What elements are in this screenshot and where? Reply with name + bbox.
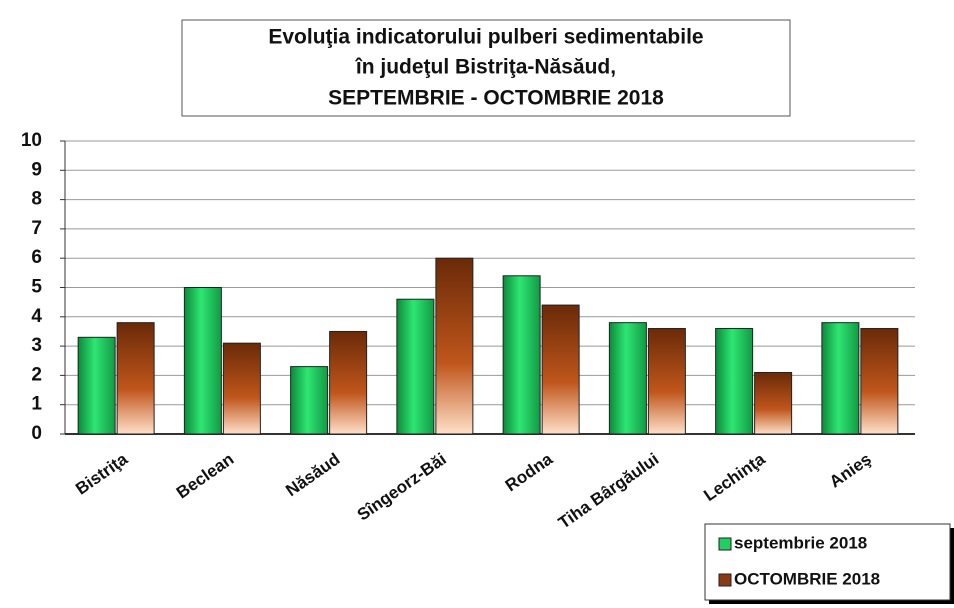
bar xyxy=(860,328,899,435)
bar xyxy=(222,342,261,435)
x-tick-label: Anieş xyxy=(826,449,875,491)
x-tick-label: Beclean xyxy=(173,449,237,502)
x-tick-label: Tiha Bârgăului xyxy=(555,449,662,532)
y-tick-label: 2 xyxy=(31,364,42,385)
legend-label: OCTOMBRIE 2018 xyxy=(734,569,880,588)
bar xyxy=(396,298,435,435)
y-tick-label: 10 xyxy=(21,130,42,151)
y-tick-label: 9 xyxy=(31,159,42,180)
bar xyxy=(715,328,754,435)
y-tick-label: 5 xyxy=(31,277,42,298)
bar xyxy=(754,371,793,435)
bar xyxy=(183,287,222,435)
chart-title: în judeţul Bistriţa-Năsăud, xyxy=(355,56,616,79)
bar xyxy=(435,257,474,435)
title-box xyxy=(181,19,791,117)
x-tick-label: Bistriţa xyxy=(72,449,131,498)
chart-title: SEPTEMBRIE - OCTOMBRIE 2018 xyxy=(328,87,664,110)
bar xyxy=(116,322,155,435)
y-tick-label: 1 xyxy=(31,394,42,415)
bar xyxy=(329,330,368,435)
bar xyxy=(647,328,686,435)
y-tick-label: 7 xyxy=(31,218,42,239)
bar xyxy=(77,336,116,435)
legend xyxy=(704,523,951,601)
legend-swatch xyxy=(718,573,732,587)
bar xyxy=(290,366,329,435)
legend-label: septembrie 2018 xyxy=(734,533,867,552)
chart-title: Evoluţia indicatorului pulberi sedimenta… xyxy=(268,26,703,49)
x-tick-label: Rodna xyxy=(502,449,557,495)
bar xyxy=(502,275,541,435)
bar xyxy=(541,304,580,435)
y-tick-label: 8 xyxy=(31,189,42,210)
y-tick-label: 3 xyxy=(31,335,42,356)
x-tick-label: Năsăud xyxy=(282,449,343,500)
x-tick-label: Sîngeorz-Băi xyxy=(354,449,450,524)
bar xyxy=(608,322,647,435)
bar xyxy=(821,322,860,435)
legend-swatch xyxy=(718,537,732,551)
x-tick-label: Lechinţa xyxy=(700,449,769,505)
y-tick-label: 4 xyxy=(31,306,42,327)
y-tick-label: 0 xyxy=(31,423,42,444)
y-tick-label: 6 xyxy=(31,247,42,268)
